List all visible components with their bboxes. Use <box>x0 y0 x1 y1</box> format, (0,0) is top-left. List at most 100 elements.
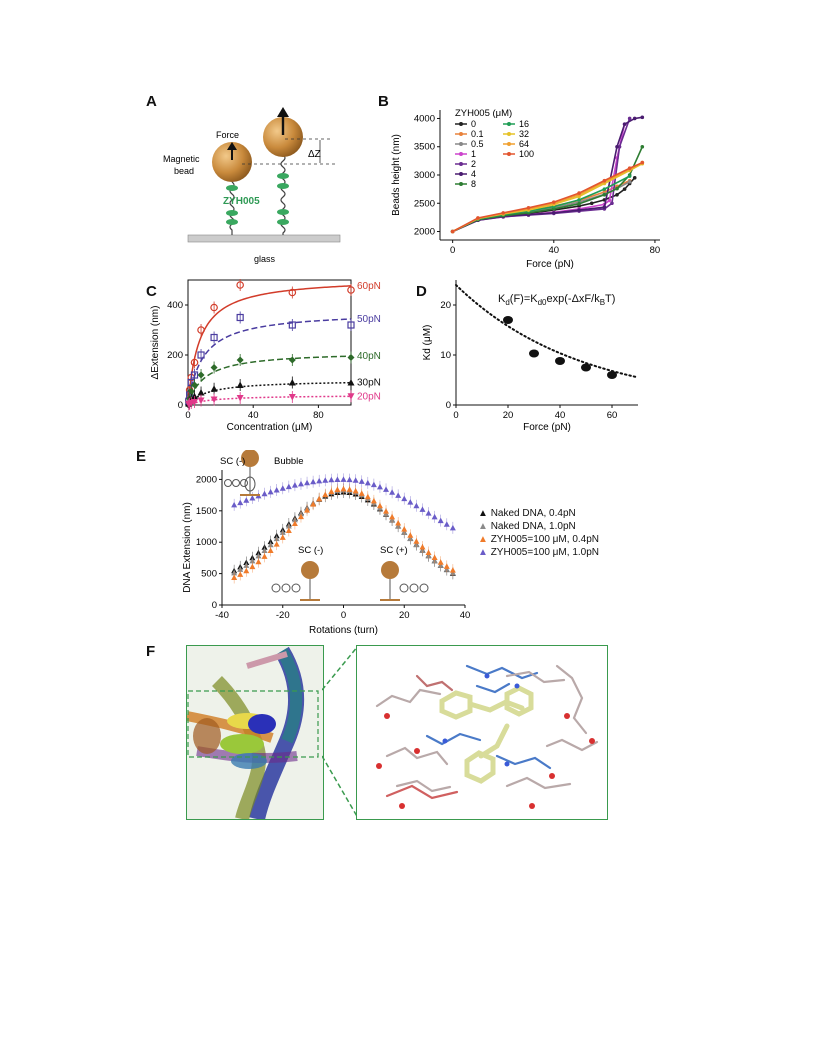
chart-e-point <box>352 477 359 483</box>
chart-b-point <box>577 198 581 202</box>
chart-e-point <box>413 502 420 509</box>
chart-d-point <box>607 371 617 379</box>
chart-b-legend-marker <box>459 162 463 166</box>
chart-c-point <box>347 379 355 386</box>
panel-letter-f: F <box>146 643 156 660</box>
chart-e-point <box>383 486 390 492</box>
zyh005-label: ZYH005 <box>223 196 260 207</box>
chart-e-point <box>340 485 347 492</box>
chart-e-point <box>407 532 414 538</box>
chart-e-point <box>304 507 311 513</box>
chart-e-point <box>334 486 341 492</box>
chart-e-x-tick-label: 0 <box>341 610 346 621</box>
chart-e-legend-item: ▲ ZYH005=100 μM, 1.0pN <box>478 546 599 559</box>
chart-b-legend-marker <box>507 122 511 126</box>
bead-label: bead <box>174 166 194 176</box>
chart-b-legend-label: 0.5 <box>471 139 484 149</box>
chart-c-fit-20pN <box>187 395 352 406</box>
supercoil-icon <box>232 479 240 487</box>
chart-e-point <box>395 492 402 498</box>
chart-d: 0 20 40 60 0 10 20 Force (pN) Kd (μM) <box>422 280 639 433</box>
chart-c-point <box>347 286 355 294</box>
chart-d-x-tick-label: 60 <box>607 410 618 421</box>
chart-c-fit-60pN <box>187 285 352 406</box>
chart-e-point <box>431 513 438 520</box>
chart-c-y-tick-label: 400 <box>167 300 183 311</box>
glass-surface <box>187 234 341 243</box>
chart-b-legend-label: 0 <box>471 119 476 129</box>
chart-b-point <box>602 205 607 210</box>
chart-c-point <box>210 364 218 371</box>
chart-b-point <box>627 174 632 178</box>
force-arrow-right <box>277 107 289 117</box>
chart-b-y-tick-label: 4000 <box>414 113 435 124</box>
chart-b-legend-label: 16 <box>519 119 529 129</box>
chart-c-series-label: 30pN <box>357 378 381 389</box>
chart-e-legend-label: Naked DNA, 0.4pN <box>490 508 576 519</box>
chart-b-point <box>501 211 506 215</box>
chart-e-legend-item: ▲ ZYH005=100 μM, 0.4pN <box>478 533 599 546</box>
chart-b-legend-marker <box>459 132 463 136</box>
chart-e-point <box>249 563 256 570</box>
chart-c-point <box>288 394 296 401</box>
chart-e-legend: ▲ Naked DNA, 0.4pN ▲ Naked DNA, 1.0pN ▲ ZY… <box>478 507 599 559</box>
chart-e-point <box>297 480 304 487</box>
supercoil-icon <box>281 583 291 593</box>
chart-b-legend-marker <box>459 172 463 176</box>
delta-z-label: ΔZ <box>308 149 321 160</box>
chart-b-legend-label: 32 <box>519 129 529 139</box>
chart-c-point <box>191 381 199 389</box>
chart-b-point <box>551 211 556 215</box>
chart-c-point <box>197 351 205 359</box>
panel-letter-a: A <box>146 93 157 110</box>
chart-b-y-label: Beads height (nm) <box>391 134 402 216</box>
chart-b-point <box>627 116 632 121</box>
chart-e-point <box>304 479 311 486</box>
chart-e-point <box>231 501 238 508</box>
chart-c-point <box>210 396 218 403</box>
chart-e-point <box>267 547 274 554</box>
chart-e-point <box>443 521 450 527</box>
chart-e-point <box>395 519 402 526</box>
chart-d-x-label: Force (pN) <box>523 422 571 433</box>
chart-b-point <box>577 191 581 195</box>
chart-c-fit-50pN <box>187 318 352 406</box>
chart-b-point <box>632 176 637 180</box>
chart-e-y-tick-label: 2000 <box>196 474 217 485</box>
chart-b-x-tick-label: 40 <box>549 245 560 256</box>
chart-b-legend-title: ZYH005 (μM) <box>455 108 512 119</box>
chart-d-point <box>581 363 591 372</box>
chart-c-point <box>191 399 199 406</box>
chart-e-x-label: Rotations (turn) <box>309 625 378 636</box>
chart-c-series-label: 40pN <box>357 351 381 362</box>
chart-b-y-tick-label: 2500 <box>414 198 435 209</box>
chart-e-legend-label: Naked DNA, 1.0pN <box>490 521 576 532</box>
chart-c-point <box>236 356 244 364</box>
chart-d-point <box>529 349 539 358</box>
zyh005-molecules <box>226 173 289 225</box>
chart-c-fit-30pN <box>187 381 352 406</box>
chart-d-y-tick-label: 0 <box>446 400 451 411</box>
chart-c-point <box>288 321 296 329</box>
chart-e-point <box>273 541 280 547</box>
chart-e-point <box>255 552 262 559</box>
sc-pos-label: SC (+) <box>380 545 408 556</box>
chart-c-y-tick-label: 200 <box>167 350 183 361</box>
chart-b-point <box>617 144 622 149</box>
chart-c-point <box>347 321 355 329</box>
chart-e-point <box>267 488 274 495</box>
chart-d-point <box>503 316 513 324</box>
chart-e-x-tick-label: -40 <box>215 610 229 621</box>
chart-e-point <box>261 553 268 559</box>
chart-d-x-tick-label: 40 <box>555 410 566 421</box>
chart-b-point <box>610 201 614 206</box>
chart-e-y-tick-label: 500 <box>201 569 217 580</box>
chart-e-point <box>407 499 414 505</box>
magnetic-label: Magnetic <box>163 154 200 164</box>
chart-e-point <box>297 513 304 520</box>
chart-e-point <box>291 482 298 488</box>
chart-e-point <box>346 476 353 483</box>
chart-e-x-tick-label: 20 <box>399 610 410 621</box>
chart-b-legend-marker <box>507 132 511 136</box>
chart-b-legend-marker <box>507 142 511 146</box>
